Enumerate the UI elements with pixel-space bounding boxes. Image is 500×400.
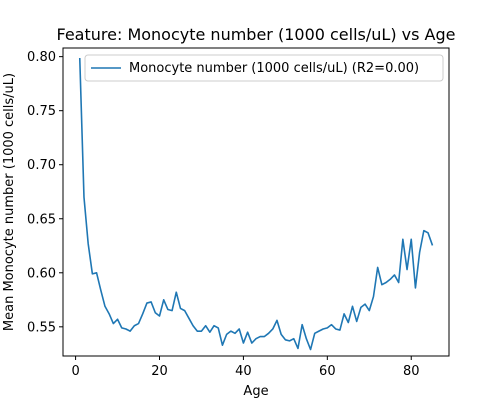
x-tick-label: 60: [319, 364, 336, 379]
chart-title: Feature: Monocyte number (1000 cells/uL)…: [57, 25, 456, 44]
x-tick-label: 40: [235, 364, 252, 379]
series-line: [78, 57, 434, 351]
legend-label: Monocyte number (1000 cells/uL) (R2=0.00…: [129, 61, 419, 76]
y-axis-ticks: 0.55 0.60 0.65 0.70 0.75 0.80: [27, 50, 63, 335]
y-axis-label: Mean Monocyte number (1000 cells/uL): [2, 73, 17, 331]
x-axis-ticks: 0 20 40 60 80: [71, 356, 420, 379]
y-tick-label: 0.60: [27, 266, 56, 281]
plot-frame: [62, 47, 450, 357]
y-tick-label: 0.65: [27, 212, 56, 227]
y-tick-label: 0.80: [27, 50, 56, 65]
x-tick-label: 80: [403, 364, 420, 379]
x-tick-label: 0: [71, 364, 79, 379]
y-tick-label: 0.55: [27, 320, 56, 335]
x-tick-label: 20: [151, 364, 168, 379]
legend: Monocyte number (1000 cells/uL) (R2=0.00…: [84, 54, 444, 82]
x-axis-label: Age: [243, 384, 268, 399]
y-tick-label: 0.70: [27, 158, 56, 173]
y-tick-label: 0.75: [27, 104, 56, 119]
legend-box: [84, 54, 444, 82]
